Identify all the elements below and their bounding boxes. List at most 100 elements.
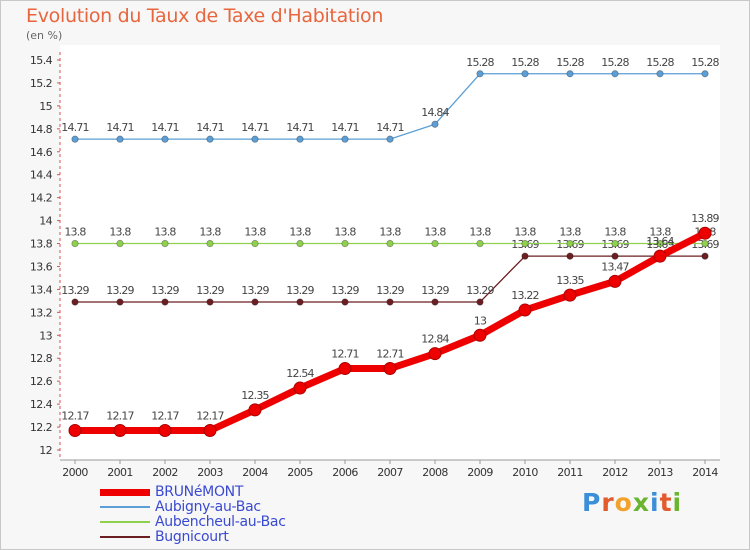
data-label: 15.28 (511, 56, 539, 69)
data-label: 12.35 (241, 389, 269, 402)
data-point (251, 298, 259, 306)
data-label: 14.71 (196, 121, 224, 134)
y-tick-label: 14.6 (30, 146, 53, 159)
data-label: 15.28 (601, 56, 629, 69)
data-point (698, 226, 712, 240)
y-tick-label: 15.4 (30, 54, 53, 67)
legend-label: Aubigny-au-Bac (155, 499, 261, 515)
x-tick-label: 2002 (152, 466, 178, 479)
y-tick-label: 13.8 (30, 238, 53, 251)
data-point (563, 288, 577, 302)
data-point (116, 239, 124, 248)
data-label: 13.29 (376, 284, 404, 297)
data-point (71, 135, 79, 143)
data-point (68, 424, 82, 437)
data-label: 14.71 (376, 121, 404, 134)
data-point (251, 135, 259, 143)
data-point (611, 252, 619, 260)
data-point (341, 239, 349, 248)
data-label: 13.64 (646, 235, 674, 248)
y-tick-label: 14 (39, 215, 52, 228)
data-label: 13.29 (61, 284, 89, 297)
x-tick-label: 2008 (422, 466, 448, 479)
data-label: 13.8 (334, 226, 356, 239)
y-tick-label: 13 (39, 329, 52, 342)
data-point (431, 298, 439, 306)
data-point (251, 239, 259, 248)
x-tick-label: 2010 (512, 466, 538, 479)
data-label: 13.29 (241, 284, 269, 297)
data-point (521, 70, 529, 78)
data-label: 13.8 (649, 226, 671, 239)
x-tick-label: 2004 (242, 466, 268, 479)
data-label: 13.8 (154, 226, 176, 239)
data-label: 13.8 (199, 226, 221, 239)
x-tick-label: 2005 (287, 466, 313, 479)
data-point (566, 252, 574, 260)
data-label: 13.89 (691, 212, 719, 225)
data-label: 13.29 (106, 284, 134, 297)
data-point (476, 70, 484, 78)
data-label: 12.17 (151, 410, 179, 423)
y-tick-label: 14.2 (30, 192, 52, 205)
y-tick-label: 13.2 (30, 306, 52, 319)
data-point (701, 70, 709, 78)
data-point (431, 239, 439, 248)
data-point (161, 135, 169, 143)
data-point (116, 135, 124, 143)
data-point (611, 70, 619, 78)
y-tick-label: 12 (39, 444, 52, 457)
chart-title: Evolution du Taux de Taxe d'Habitation (26, 5, 384, 27)
data-label: 12.17 (61, 410, 89, 423)
legend-label: Aubencheul-au-Bac (155, 514, 286, 530)
logo-letter: x (632, 488, 650, 517)
data-point (476, 239, 484, 248)
proxiti-logo: Proxiti (582, 488, 682, 517)
data-label: 13.29 (151, 284, 179, 297)
data-label: 13.8 (109, 226, 131, 239)
data-point (518, 303, 532, 317)
data-label: 13.29 (421, 284, 449, 297)
x-tick-label: 2014 (692, 466, 718, 479)
data-label: 13.29 (196, 284, 224, 297)
data-point (566, 70, 574, 78)
legend-swatch (100, 536, 150, 538)
data-point (158, 424, 172, 437)
data-label: 13.8 (379, 226, 401, 239)
data-label: 13.35 (556, 274, 584, 287)
legend-swatch (100, 506, 150, 508)
data-point (71, 239, 79, 248)
data-label: 15.28 (466, 56, 494, 69)
data-point (521, 252, 529, 260)
data-label: 13.8 (64, 226, 86, 239)
data-point (656, 70, 664, 78)
data-point (341, 298, 349, 306)
data-label: 12.54 (286, 367, 314, 380)
data-label: 14.71 (151, 121, 179, 134)
data-point (296, 298, 304, 306)
y-tick-label: 13.4 (30, 283, 53, 296)
y-tick-label: 15 (39, 100, 52, 113)
data-point (608, 274, 622, 288)
data-label: 12.84 (421, 333, 449, 346)
data-point (206, 239, 214, 248)
y-tick-label: 12.4 (30, 398, 53, 411)
data-point (431, 120, 439, 128)
data-label: 14.71 (61, 121, 89, 134)
data-label: 13 (474, 314, 487, 327)
y-tick-label: 13.6 (30, 260, 53, 273)
data-label: 14.84 (421, 106, 449, 119)
legend-label: BRUNéMONT (155, 484, 244, 500)
data-point (71, 298, 79, 306)
legend-swatch (100, 521, 150, 523)
data-point (656, 239, 664, 248)
legend-swatch (100, 488, 150, 496)
data-point (338, 362, 352, 376)
data-label: 14.71 (106, 121, 134, 134)
data-point (653, 249, 667, 263)
data-label: 12.17 (106, 410, 134, 423)
data-label: 15.28 (646, 56, 674, 69)
data-label: 13.8 (424, 226, 446, 239)
x-tick-label: 2009 (467, 466, 493, 479)
data-label: 13.8 (289, 226, 311, 239)
